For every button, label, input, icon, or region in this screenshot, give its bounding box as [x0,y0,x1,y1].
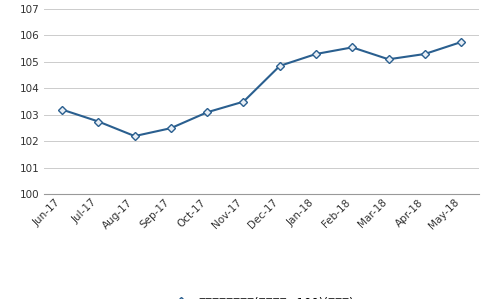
化学肥料价格指数(上年同期=100)(本期数) [348,45,354,49]
化学肥料价格指数(上年同期=100)(本期数) [385,57,391,61]
Legend: 化学肥料价格指数(上年同期=100)(本期数): 化学肥料价格指数(上年同期=100)(本期数) [169,297,353,299]
化学肥料价格指数(上年同期=100)(本期数) [131,134,137,138]
化学肥料价格指数(上年同期=100)(本期数) [204,110,210,114]
化学肥料价格指数(上年同期=100)(本期数) [95,120,101,123]
化学肥料价格指数(上年同期=100)(本期数) [457,40,463,44]
化学肥料价格指数(上年同期=100)(本期数) [421,52,427,56]
化学肥料价格指数(上年同期=100)(本期数) [168,126,174,130]
化学肥料价格指数(上年同期=100)(本期数) [312,52,318,56]
Line: 化学肥料价格指数(上年同期=100)(本期数): 化学肥料价格指数(上年同期=100)(本期数) [59,39,463,139]
化学肥料价格指数(上年同期=100)(本期数) [240,100,246,103]
化学肥料价格指数(上年同期=100)(本期数) [59,108,65,112]
化学肥料价格指数(上年同期=100)(本期数) [276,64,282,68]
